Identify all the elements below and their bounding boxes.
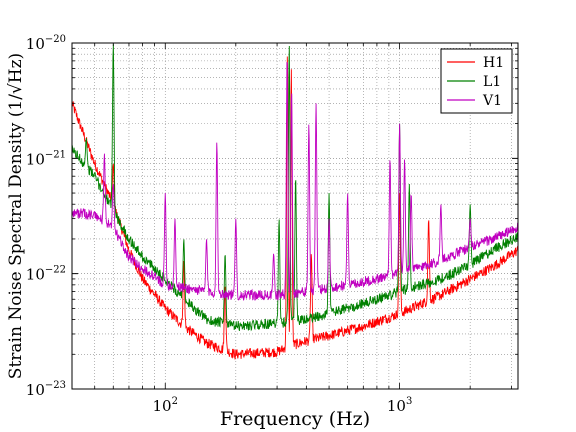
series-layer <box>72 44 518 361</box>
x-tick-label: 102 <box>153 396 178 415</box>
series-line-h1 <box>72 56 518 361</box>
plot-frame <box>71 42 519 390</box>
series-line-l1 <box>72 44 518 332</box>
legend-label-h1: H1 <box>483 55 504 71</box>
series-line-v1 <box>72 62 518 301</box>
y-axis-label: Strain Noise Spectral Density (1/√Hz) <box>6 53 26 379</box>
legend-label-v1: V1 <box>482 93 502 109</box>
x-tick-label: 103 <box>387 396 412 415</box>
y-tick-label: 10−23 <box>26 380 66 399</box>
legend-label-l1: L1 <box>483 74 501 90</box>
y-tick-label: 10−20 <box>26 34 66 53</box>
y-tick-label: 10−22 <box>26 265 66 284</box>
y-tick-label: 10−21 <box>26 149 66 168</box>
legend: H1 L1 V1 <box>440 48 513 114</box>
x-axis-label: Frequency (Hz) <box>220 408 370 430</box>
